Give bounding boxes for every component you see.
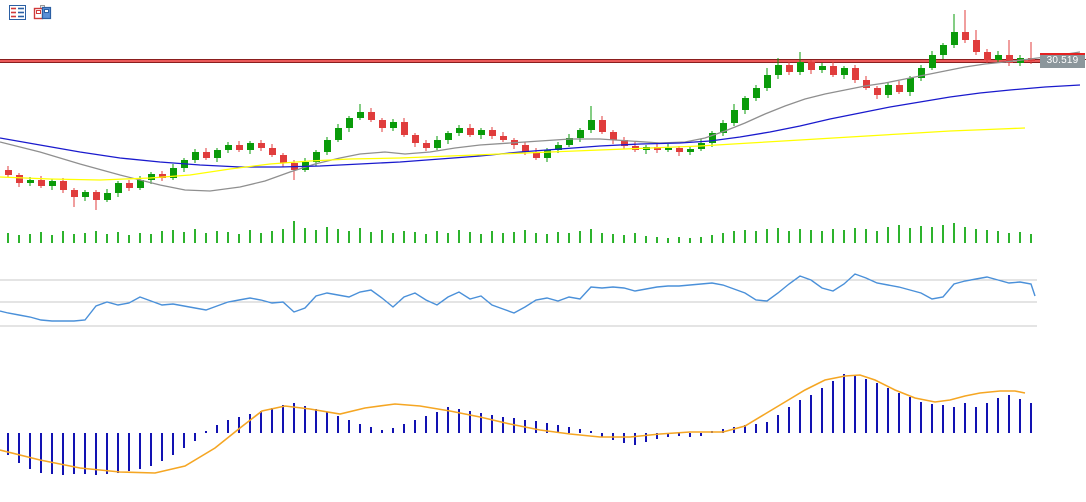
macd-histogram-layer	[7, 374, 1032, 475]
price-label: 30.519	[1040, 53, 1085, 68]
price-hline	[0, 59, 1086, 63]
chart-toolbar	[9, 5, 52, 20]
data-table-icon[interactable]	[9, 5, 26, 20]
price-label-value: 30.519	[1046, 55, 1079, 66]
candles-layer	[5, 10, 1035, 210]
moving-averages-layer	[0, 51, 1081, 192]
save-chart-icon[interactable]	[33, 5, 52, 20]
oscillator-layer	[0, 273, 1037, 327]
macd-signal-layer	[0, 374, 1026, 474]
volume-layer	[7, 221, 1032, 243]
